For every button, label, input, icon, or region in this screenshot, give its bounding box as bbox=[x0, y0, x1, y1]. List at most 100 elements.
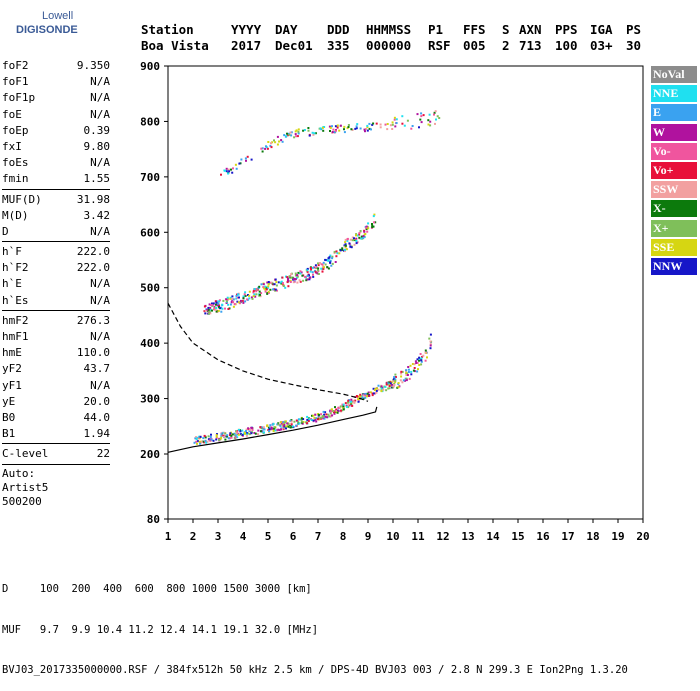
trace-point bbox=[242, 295, 245, 298]
trace-point bbox=[281, 282, 284, 285]
x-tick-label: 20 bbox=[636, 530, 649, 543]
trace-point bbox=[224, 438, 227, 441]
trace-point bbox=[306, 267, 309, 270]
trace-point bbox=[214, 300, 217, 303]
trace-point bbox=[214, 309, 217, 311]
header-field: DAY bbox=[275, 22, 298, 37]
trace-point bbox=[371, 392, 374, 395]
trace-point bbox=[215, 434, 218, 437]
trace-point bbox=[320, 267, 323, 270]
param-value: N/A bbox=[90, 75, 110, 89]
trace-point bbox=[347, 399, 350, 402]
trace-point bbox=[273, 426, 276, 429]
trace-point bbox=[340, 409, 342, 412]
trace-point bbox=[237, 293, 240, 296]
trace-point bbox=[326, 266, 329, 269]
trace-point bbox=[315, 266, 318, 269]
param-group-muf: MUF(D) 31.98 M(D) 3.42 D N/A bbox=[2, 192, 110, 241]
trace-point bbox=[322, 129, 325, 132]
trace-point bbox=[299, 280, 302, 283]
y-tick-label: 900 bbox=[140, 60, 160, 73]
trace-point bbox=[316, 418, 319, 421]
trace-point bbox=[317, 413, 320, 416]
trace-point bbox=[244, 300, 247, 303]
header-field: Station bbox=[141, 22, 194, 37]
trace-point bbox=[227, 168, 230, 171]
trace-point bbox=[281, 423, 284, 426]
trace-point bbox=[434, 122, 436, 125]
trace-point bbox=[386, 123, 389, 125]
series-1 bbox=[203, 213, 377, 315]
trace-point bbox=[261, 147, 264, 150]
trace-point bbox=[329, 126, 332, 129]
trace-point bbox=[232, 305, 235, 308]
param-name: foEp bbox=[2, 123, 29, 137]
header-field: HHMMSS bbox=[366, 22, 412, 37]
trace-point bbox=[215, 307, 218, 309]
trace-point bbox=[306, 269, 309, 272]
param-name: h`F2 bbox=[2, 261, 29, 275]
trace-point bbox=[367, 391, 370, 394]
trace-point bbox=[208, 310, 211, 313]
param-value: 3.42 bbox=[83, 208, 111, 222]
x-tick-label: 11 bbox=[411, 530, 425, 543]
trace-point bbox=[366, 230, 369, 233]
trace-point bbox=[269, 288, 272, 291]
param-row: foF2 9.350 bbox=[2, 58, 110, 74]
trace-point bbox=[386, 382, 389, 385]
trace-point bbox=[313, 416, 316, 419]
trace-point bbox=[415, 362, 418, 364]
trace-point bbox=[267, 291, 270, 294]
trace-point bbox=[343, 125, 346, 128]
trace-point bbox=[220, 173, 222, 176]
x-tick-label: 15 bbox=[511, 530, 524, 543]
trace-point bbox=[325, 413, 328, 416]
trace-point bbox=[235, 433, 238, 436]
trace-point bbox=[356, 234, 359, 237]
header-field: 000000 bbox=[366, 38, 412, 53]
trace-point bbox=[385, 389, 388, 392]
header-field: 335 bbox=[327, 38, 350, 53]
trace-point bbox=[416, 358, 419, 361]
divider bbox=[2, 443, 110, 445]
trace-point bbox=[336, 126, 339, 129]
param-name: MUF(D) bbox=[2, 192, 42, 206]
trace-point bbox=[285, 427, 287, 430]
trace-point bbox=[324, 258, 327, 261]
trace-point bbox=[311, 414, 313, 417]
param-name: hmF2 bbox=[2, 313, 29, 327]
trace-point bbox=[364, 130, 366, 133]
trace-point bbox=[245, 428, 248, 431]
trace-point bbox=[207, 438, 210, 441]
trace-point bbox=[294, 133, 297, 136]
trace-point bbox=[308, 276, 311, 279]
trace-point bbox=[267, 429, 270, 431]
trace-point bbox=[232, 167, 234, 170]
trace-point bbox=[236, 296, 239, 299]
trace-point bbox=[285, 275, 287, 278]
trace-point bbox=[321, 126, 324, 129]
param-value: 44.0 bbox=[83, 410, 111, 424]
trace-point bbox=[294, 272, 297, 275]
legend-item-x-: X+ bbox=[651, 219, 697, 237]
trace-point bbox=[405, 379, 408, 382]
trace-point bbox=[333, 250, 336, 253]
trace-point bbox=[217, 309, 220, 312]
param-name: yE bbox=[2, 394, 16, 408]
trace-point bbox=[215, 438, 218, 441]
trace-point bbox=[401, 122, 404, 125]
trace-point bbox=[263, 431, 265, 434]
trace-point bbox=[311, 131, 314, 134]
trace-point bbox=[363, 230, 366, 233]
trace-point bbox=[224, 307, 226, 310]
trace-point bbox=[246, 155, 249, 158]
trace-point bbox=[424, 349, 427, 352]
trace-point bbox=[341, 409, 344, 412]
trace-point bbox=[295, 424, 298, 427]
trace-point bbox=[322, 417, 325, 420]
param-row: yF1 N/A bbox=[2, 378, 110, 394]
trace-point bbox=[265, 288, 268, 291]
trace-point bbox=[295, 129, 298, 132]
trace-point bbox=[384, 123, 387, 126]
trace-point bbox=[221, 431, 224, 434]
